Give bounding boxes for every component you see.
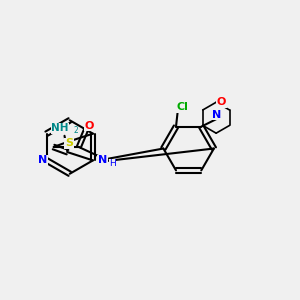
Text: N: N [38, 155, 48, 165]
Text: O: O [85, 121, 94, 130]
Text: NH: NH [51, 123, 69, 134]
Text: S: S [65, 138, 73, 148]
Text: Cl: Cl [176, 102, 188, 112]
Text: H: H [109, 160, 116, 169]
Text: 2: 2 [73, 126, 78, 135]
Text: O: O [217, 97, 226, 107]
Text: N: N [212, 110, 221, 120]
Text: N: N [98, 155, 107, 165]
